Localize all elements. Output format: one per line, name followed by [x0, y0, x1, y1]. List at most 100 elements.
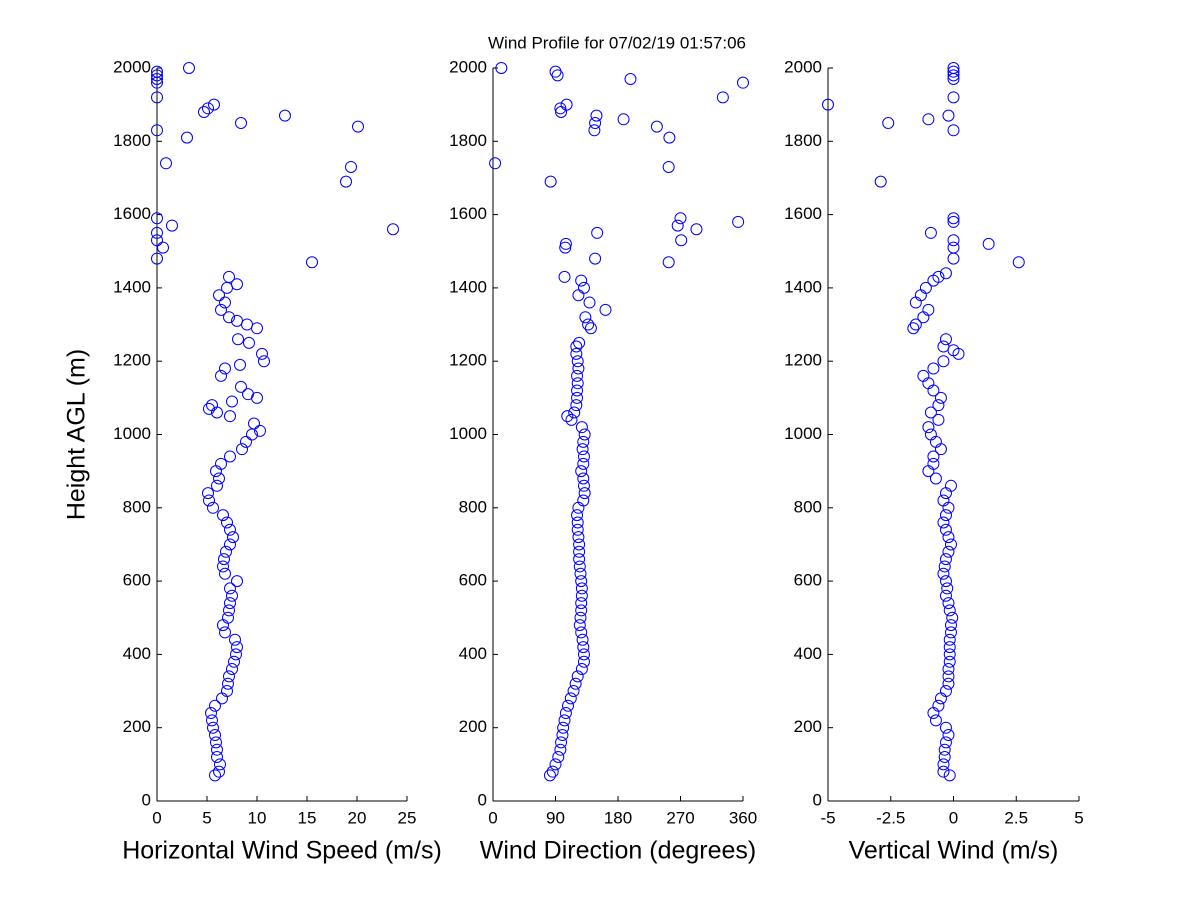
point: [224, 597, 236, 610]
point: [732, 215, 745, 228]
point: [151, 234, 163, 247]
x-tick-label: 0: [152, 808, 161, 827]
y-tick-label: 200: [123, 717, 151, 736]
point: [206, 714, 218, 727]
y-tick-label: 2000: [449, 57, 487, 76]
y-tick-label: 800: [794, 497, 822, 516]
y-tick-label: 200: [794, 717, 822, 736]
point: [559, 241, 572, 254]
y-tick-label: 0: [478, 790, 487, 809]
point: [214, 758, 226, 771]
point: [573, 545, 586, 558]
point: [924, 406, 937, 419]
x-tick-label: 0: [488, 808, 497, 827]
point: [557, 721, 570, 734]
point: [577, 435, 590, 448]
point: [938, 751, 951, 764]
point: [166, 219, 178, 232]
y-tick-label: 1800: [113, 131, 151, 150]
point: [218, 553, 230, 566]
x-tick-label: 270: [666, 808, 694, 827]
point: [573, 553, 586, 566]
point: [942, 531, 955, 544]
point: [183, 62, 195, 74]
x-axis-label: Vertical Wind (m/s): [849, 837, 1059, 865]
point: [151, 72, 163, 85]
point: [716, 91, 729, 104]
point: [943, 633, 956, 646]
x-tick-label: 180: [604, 808, 632, 827]
point: [570, 340, 583, 353]
point: [546, 765, 559, 778]
point: [577, 450, 590, 463]
point: [934, 391, 947, 404]
y-tick-label: 800: [459, 497, 487, 516]
point: [583, 296, 596, 309]
point: [544, 175, 557, 188]
y-tick-label: 2000: [113, 57, 151, 76]
point: [224, 523, 236, 536]
point: [577, 281, 590, 294]
point: [942, 663, 955, 676]
point: [221, 516, 233, 529]
point: [558, 714, 571, 727]
y-tick-label: 1200: [113, 351, 151, 370]
point: [939, 267, 952, 280]
point: [942, 109, 955, 122]
point: [549, 758, 562, 771]
y-tick-label: 600: [459, 571, 487, 590]
y-tick-label: 1400: [113, 277, 151, 296]
point: [558, 270, 571, 283]
point: [203, 494, 215, 507]
point: [573, 560, 586, 573]
y-tick-label: 1000: [449, 424, 487, 443]
point: [571, 369, 584, 382]
y-tick-label: 200: [459, 717, 487, 736]
point: [874, 175, 887, 188]
point: [573, 538, 586, 551]
point: [248, 417, 260, 430]
y-tick-label: 400: [123, 644, 151, 663]
point: [217, 509, 229, 522]
point: [573, 619, 586, 632]
point: [577, 472, 590, 485]
point: [937, 765, 950, 778]
point: [982, 237, 995, 250]
point: [160, 157, 172, 170]
point: [943, 648, 956, 661]
point: [258, 355, 270, 368]
point: [256, 347, 268, 360]
y-tick-label: 1600: [449, 204, 487, 223]
point: [943, 641, 956, 654]
point: [235, 380, 247, 393]
point: [279, 109, 291, 122]
point: [937, 567, 950, 580]
y-tick-label: 1600: [113, 204, 151, 223]
point: [572, 531, 585, 544]
point: [227, 531, 239, 544]
point: [943, 604, 956, 617]
point: [938, 743, 951, 756]
point: [575, 465, 588, 478]
point: [937, 516, 950, 529]
point: [942, 729, 955, 742]
point: [223, 604, 235, 617]
point: [229, 633, 241, 646]
y-tick-label: 1800: [449, 131, 487, 150]
point: [577, 648, 590, 661]
point: [232, 333, 244, 346]
point: [574, 611, 587, 624]
point: [219, 362, 231, 375]
x-tick-label: 0: [949, 808, 958, 827]
point: [942, 670, 955, 683]
point: [927, 450, 940, 463]
point: [352, 120, 364, 133]
point: [340, 175, 352, 188]
point: [662, 256, 675, 269]
point: [208, 98, 220, 111]
point: [223, 670, 235, 683]
point: [571, 391, 584, 404]
figure-title: Wind Profile for 07/02/19 01:57:06: [488, 33, 746, 52]
x-tick-label: 5: [202, 808, 211, 827]
point: [562, 699, 574, 712]
